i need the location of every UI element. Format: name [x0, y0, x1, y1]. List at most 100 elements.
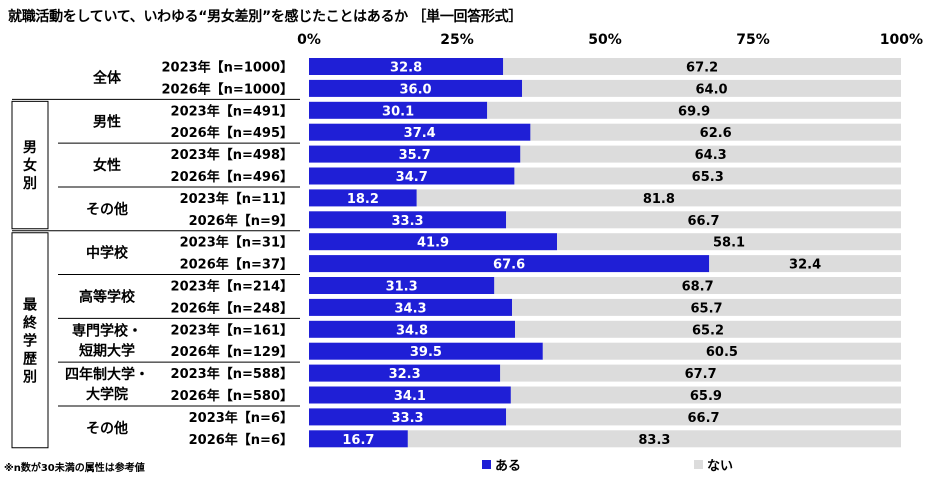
category-label: 2026年【n=129】 — [171, 344, 293, 360]
bar-segment-nai — [522, 79, 901, 97]
data-label-aru: 30.1 — [382, 104, 414, 119]
data-label-aru: 18.2 — [347, 192, 379, 207]
x-tick-label: 25% — [440, 32, 474, 48]
data-label-aru: 34.3 — [394, 301, 426, 316]
footnote: ※n数が30未満の属性は参考値 — [4, 463, 145, 474]
group-label: 大学院 — [86, 386, 128, 403]
data-label-aru: 37.4 — [404, 126, 436, 141]
bar-segment-aru — [309, 189, 417, 207]
bar-segment-nai — [506, 211, 901, 229]
bar-segment-aru — [309, 211, 507, 229]
section-label-char: 最 — [23, 296, 38, 313]
category-label: 2026年【n=495】 — [171, 125, 293, 141]
bar-segment-aru — [309, 430, 408, 448]
section-label-char: 別 — [22, 369, 37, 385]
bar-segment-nai — [510, 386, 901, 404]
bar-segment-nai — [530, 123, 901, 141]
data-label-aru: 16.7 — [342, 433, 374, 448]
bar-segment-aru — [309, 79, 523, 97]
category-label: 2026年【n=6】 — [189, 432, 293, 448]
legend-aru-swatch — [482, 460, 491, 469]
bar-segment-aru — [309, 58, 504, 75]
bar-segment-aru — [309, 145, 521, 163]
data-label-nai: 68.7 — [682, 280, 714, 295]
legend-aru-label: ある — [495, 459, 521, 474]
x-tick-label: 0% — [297, 32, 321, 48]
group-label: 男性 — [93, 113, 121, 130]
bar-segment-nai — [542, 342, 901, 360]
data-label-nai: 65.2 — [692, 323, 724, 338]
data-label-nai: 62.6 — [700, 126, 732, 141]
category-label: 2023年【n=1000】 — [161, 60, 293, 76]
group-label: 全体 — [92, 69, 122, 86]
bar-segment-aru — [309, 342, 543, 360]
bar-segment-nai — [515, 320, 901, 338]
legend-nai-swatch — [694, 460, 703, 469]
category-label: 2023年【n=161】 — [171, 322, 293, 338]
category-label: 2026年【n=248】 — [171, 300, 293, 316]
section-label-char: 学 — [23, 332, 37, 349]
data-label-nai: 65.3 — [692, 170, 724, 185]
bar-segment-aru — [309, 320, 516, 338]
legend-nai-label: ない — [707, 459, 733, 474]
x-tick-label: 100% — [880, 32, 923, 48]
category-label: 2026年【n=580】 — [171, 388, 293, 404]
section-label-char: 男 — [23, 140, 37, 156]
data-label-aru: 34.1 — [394, 389, 426, 404]
category-label: 2026年【n=9】 — [189, 213, 293, 229]
bar-segment-nai — [407, 430, 901, 448]
section-label-char: 別 — [22, 176, 37, 192]
bar-segment-nai — [512, 298, 901, 316]
bar-segment-nai — [520, 145, 901, 163]
group-label: 女性 — [93, 157, 121, 174]
group-label: 高等学校 — [79, 288, 136, 305]
bar-segment-nai — [416, 189, 901, 207]
bar-segment-aru — [309, 364, 501, 382]
data-label-nai: 64.0 — [696, 82, 728, 97]
bar-segment-nai — [557, 233, 901, 251]
bar-segment-aru — [309, 386, 511, 404]
category-label: 2023年【n=6】 — [189, 410, 293, 426]
group-label: 四年制大学・ — [65, 366, 149, 383]
data-label-aru: 67.6 — [493, 258, 525, 273]
bar-segment-nai — [500, 364, 901, 382]
bar-segment-nai — [709, 255, 901, 273]
category-label: 2023年【n=491】 — [171, 103, 293, 119]
section-label-char: 女 — [23, 157, 37, 174]
bar-segment-aru — [309, 408, 507, 426]
chart-title: 就職活動をしていて、いわゆる“男女差別”を感じたことはあるか ［単一回答形式］ — [8, 9, 523, 25]
category-label: 2026年【n=1000】 — [161, 81, 293, 97]
bar-segment-aru — [309, 233, 558, 251]
x-tick-label: 50% — [588, 32, 622, 48]
section-label-char: 終 — [23, 314, 38, 331]
group-label: その他 — [86, 201, 128, 218]
group-label: その他 — [86, 420, 128, 437]
data-label-aru: 33.3 — [392, 411, 424, 426]
data-label-aru: 32.8 — [390, 61, 422, 76]
category-label: 2026年【n=496】 — [171, 169, 293, 185]
section-box — [11, 100, 49, 230]
section-label-char: 歴 — [23, 351, 37, 367]
x-tick-label: 75% — [736, 32, 770, 48]
data-label-nai: 69.9 — [678, 104, 710, 119]
data-label-aru: 35.7 — [399, 148, 431, 163]
data-label-aru: 34.7 — [396, 170, 428, 185]
data-label-nai: 58.1 — [713, 236, 745, 251]
data-label-nai: 66.7 — [688, 214, 720, 229]
bar-segment-aru — [309, 167, 515, 185]
data-label-aru: 32.3 — [389, 367, 421, 382]
bar-segment-aru — [309, 277, 495, 294]
data-label-nai: 67.7 — [685, 367, 717, 382]
data-label-aru: 41.9 — [417, 236, 449, 251]
data-label-nai: 67.2 — [686, 61, 718, 76]
group-label: 短期大学 — [79, 342, 135, 359]
data-label-aru: 31.3 — [386, 280, 418, 295]
bar-segment-nai — [503, 58, 901, 75]
section-box — [11, 232, 49, 449]
category-label: 2026年【n=37】 — [180, 257, 293, 273]
bar-segment-aru — [309, 298, 513, 316]
data-label-aru: 36.0 — [400, 82, 432, 97]
data-label-aru: 33.3 — [392, 214, 424, 229]
